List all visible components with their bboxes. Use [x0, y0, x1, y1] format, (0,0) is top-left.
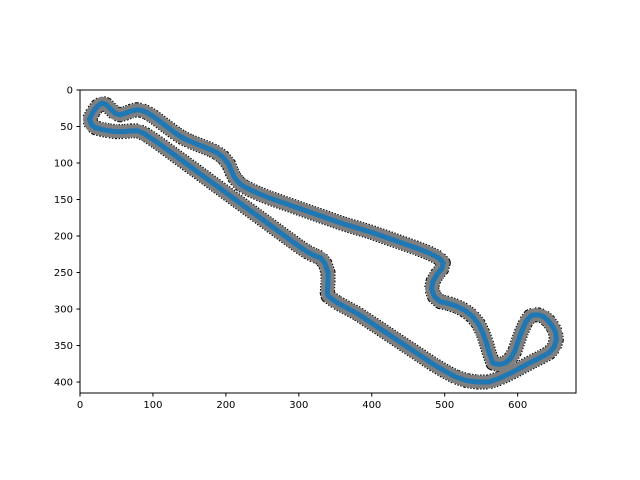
x-tick-label: 300 — [289, 400, 308, 411]
y-tick-label: 300 — [54, 305, 73, 316]
x-tick-label: 600 — [508, 400, 527, 411]
y-tick-label: 250 — [54, 268, 73, 279]
y-tick-label: 100 — [54, 159, 73, 170]
y-tick-label: 400 — [54, 378, 73, 389]
y-tick-label: 50 — [60, 122, 73, 133]
axes-frame — [79, 89, 577, 394]
y-axis: 0 50 100 150 200 250 300 350 400 — [54, 86, 80, 389]
x-tick-label: 100 — [143, 400, 162, 411]
x-axis: 0 100 200 300 400 500 600 — [77, 393, 527, 411]
y-tick-label: 200 — [54, 232, 73, 243]
track-line-layer — [86, 100, 559, 385]
track-centerline — [86, 100, 559, 385]
x-tick-label: 200 — [216, 400, 235, 411]
y-tick-label: 350 — [54, 341, 73, 352]
plot-area — [81, 95, 564, 390]
y-tick-label: 0 — [67, 86, 73, 97]
x-tick-label: 500 — [435, 400, 454, 411]
y-tick-label: 150 — [54, 195, 73, 206]
x-tick-label: 0 — [77, 400, 83, 411]
x-tick-label: 400 — [362, 400, 381, 411]
